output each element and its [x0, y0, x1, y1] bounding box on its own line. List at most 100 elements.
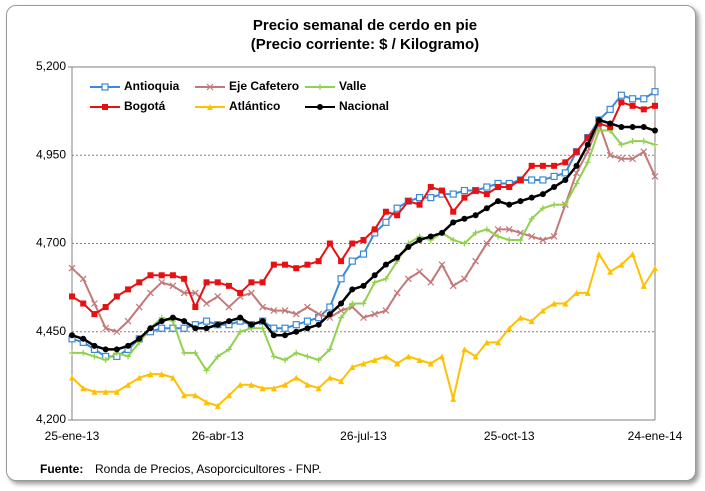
point — [338, 258, 345, 265]
point — [652, 141, 658, 148]
point — [651, 88, 659, 96]
point — [393, 204, 401, 212]
point — [337, 307, 345, 314]
point — [483, 205, 490, 212]
point — [629, 102, 636, 109]
point — [69, 349, 75, 356]
point — [405, 353, 412, 360]
point — [371, 356, 378, 363]
source-label: Fuente: — [40, 462, 83, 476]
point — [450, 208, 457, 215]
point — [517, 198, 524, 205]
point — [282, 356, 289, 363]
point — [338, 300, 345, 307]
point — [427, 233, 434, 240]
legend-marker — [317, 84, 323, 90]
point — [539, 191, 546, 198]
legend-label: Bogotá — [124, 99, 166, 113]
point — [69, 332, 75, 339]
point — [292, 321, 300, 329]
point — [416, 268, 423, 276]
point — [394, 212, 401, 219]
point — [259, 318, 266, 325]
point — [338, 314, 345, 321]
point — [528, 194, 535, 201]
point — [405, 198, 412, 205]
point — [181, 318, 188, 325]
point — [517, 176, 524, 183]
point — [125, 342, 132, 349]
point — [427, 360, 434, 367]
point — [259, 303, 267, 311]
point — [483, 240, 491, 247]
point — [90, 300, 98, 307]
point — [282, 381, 289, 388]
point — [203, 300, 210, 307]
point — [517, 236, 524, 243]
point — [460, 186, 469, 195]
point — [640, 282, 647, 289]
point — [584, 289, 591, 296]
point — [259, 279, 266, 286]
point — [293, 328, 300, 335]
point — [125, 381, 132, 388]
point — [606, 105, 614, 113]
point — [415, 194, 424, 202]
point — [371, 310, 379, 318]
point — [326, 311, 333, 318]
point — [225, 318, 232, 325]
point — [69, 293, 75, 300]
point — [427, 194, 435, 202]
point — [562, 201, 569, 208]
point — [539, 162, 546, 169]
x-tick-label: 25-ene-13 — [45, 429, 100, 443]
point — [438, 261, 446, 269]
point — [449, 282, 457, 290]
y-tick-label: 4,700 — [36, 236, 66, 250]
point — [617, 155, 625, 163]
point — [315, 321, 322, 328]
point — [102, 356, 109, 363]
point — [158, 278, 166, 286]
point — [293, 265, 300, 272]
point — [416, 201, 423, 208]
point — [326, 346, 333, 353]
point — [338, 378, 345, 385]
point — [416, 236, 423, 243]
point — [91, 342, 98, 349]
point — [495, 339, 502, 346]
point — [359, 250, 368, 258]
point — [584, 159, 591, 166]
point — [326, 303, 334, 311]
point — [315, 356, 322, 363]
point — [618, 141, 625, 148]
point — [203, 279, 210, 286]
point — [293, 349, 300, 356]
point — [192, 304, 199, 311]
point — [326, 374, 333, 381]
point — [652, 102, 658, 109]
point — [214, 353, 221, 360]
point — [394, 254, 401, 261]
point — [237, 314, 244, 321]
point — [80, 335, 87, 342]
x-tick-label: 26-abr-13 — [192, 429, 244, 443]
point — [360, 360, 367, 367]
point — [595, 120, 602, 127]
point — [371, 272, 378, 279]
point — [68, 264, 76, 272]
point — [248, 321, 255, 328]
point — [169, 374, 176, 381]
point — [124, 317, 132, 325]
point — [528, 233, 536, 240]
point — [360, 236, 367, 243]
point — [113, 328, 121, 336]
point — [551, 300, 558, 307]
legend-marker — [101, 83, 109, 91]
y-tick-label: 4,200 — [36, 412, 66, 426]
point — [315, 310, 323, 318]
point — [382, 261, 389, 268]
point — [348, 257, 356, 265]
point — [169, 272, 176, 279]
